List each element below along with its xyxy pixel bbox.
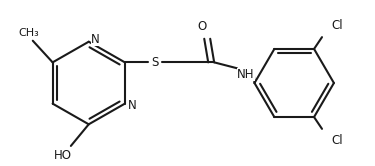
Text: HO: HO (54, 149, 72, 162)
Text: Cl: Cl (331, 19, 342, 32)
Text: CH₃: CH₃ (18, 28, 39, 38)
Text: Cl: Cl (331, 134, 342, 147)
Text: O: O (198, 20, 207, 34)
Text: N: N (91, 33, 100, 46)
Text: S: S (151, 56, 158, 69)
Text: N: N (128, 99, 136, 112)
Text: NH: NH (237, 68, 255, 81)
